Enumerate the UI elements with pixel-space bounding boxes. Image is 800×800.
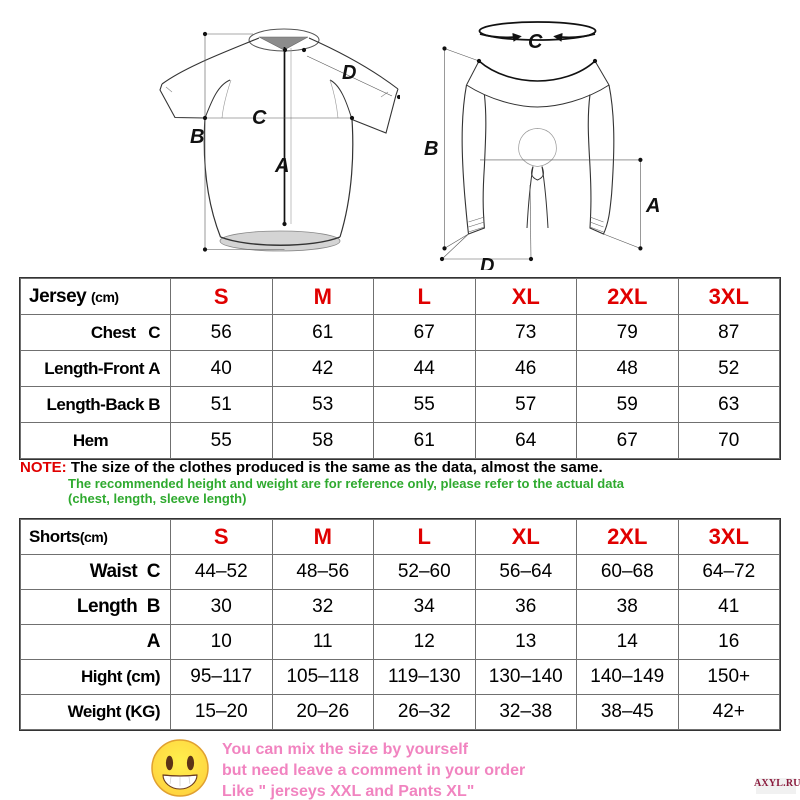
svg-text:B: B	[424, 138, 438, 160]
svg-text:A: A	[274, 155, 289, 177]
svg-text:D: D	[480, 255, 494, 270]
svg-text:D: D	[342, 62, 356, 84]
svg-text:C: C	[528, 31, 543, 53]
svg-text:A: A	[645, 195, 660, 217]
svg-text:C: C	[252, 107, 267, 129]
svg-text:B: B	[190, 126, 204, 148]
